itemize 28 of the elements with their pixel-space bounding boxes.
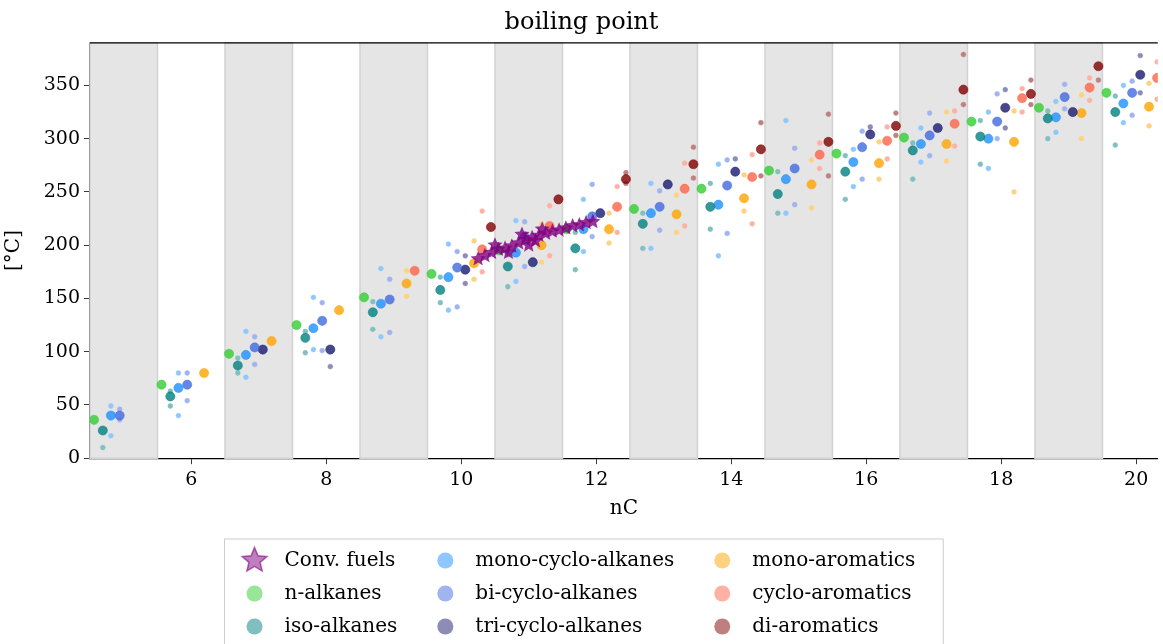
y-tick-label: 50: [55, 391, 80, 414]
x-tick-label: 10: [449, 466, 474, 489]
y-tick-label: 100: [43, 338, 80, 361]
x-tick-label: 12: [584, 466, 609, 489]
legend-label: bi-cyclo-alkanes: [475, 579, 638, 604]
legend-label: mono-cyclo-alkanes: [475, 546, 675, 571]
x-tick-label: 20: [1124, 466, 1149, 489]
y-tick-label: 0: [67, 445, 80, 468]
legend-label: Conv. fuels: [284, 546, 396, 571]
y-tick-label: 300: [43, 125, 80, 148]
y-tick-label: 150: [43, 285, 80, 308]
legend-label: mono-aromatics: [752, 546, 916, 571]
legend-label: di-aromatics: [752, 612, 879, 637]
chart-title: boiling point: [504, 6, 659, 35]
x-tick-label: 16: [854, 466, 879, 489]
y-axis-title: [°C]: [0, 230, 25, 271]
legend-label: iso-alkanes: [284, 612, 398, 637]
legend-label: n-alkanes: [284, 579, 382, 604]
legend-label: tri-cyclo-alkanes: [475, 612, 643, 637]
y-tick-label: 250: [43, 178, 80, 201]
x-tick-label: 6: [185, 466, 198, 489]
y-tick-label: 350: [43, 72, 80, 95]
x-tick-label: 8: [320, 466, 333, 489]
x-axis-title: nC: [609, 495, 638, 520]
y-tick-label: 200: [43, 232, 80, 255]
x-tick-label: 18: [989, 466, 1014, 489]
x-tick-label: 14: [719, 466, 744, 489]
legend-label: cyclo-aromatics: [752, 579, 912, 604]
